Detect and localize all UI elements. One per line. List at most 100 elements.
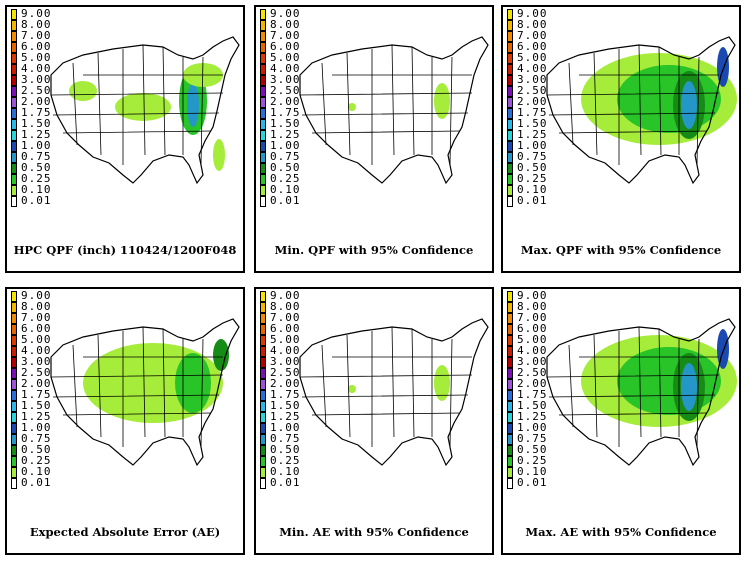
panel-expected-ae: 9.00 8.00 7.00 6.00 5.00 4.00 3.00 2.50 2.00 1.75… [5, 287, 245, 555]
legend-label: 1.25 [270, 410, 301, 423]
legend-item: 1.75 [9, 106, 79, 119]
panel-caption: Expected Absolute Error (AE) [29, 525, 221, 539]
legend-item: 9.00 [505, 7, 575, 20]
precip-region [434, 365, 450, 401]
legend-swatch [11, 478, 17, 489]
legend-item: 0.25 [9, 454, 79, 467]
legend-label: 0.10 [21, 183, 52, 196]
legend-swatch [11, 335, 17, 346]
legend-item: 0.10 [9, 465, 79, 478]
legend-label: 1.75 [270, 388, 301, 401]
legend-item: 1.00 [505, 421, 575, 434]
legend-swatch [260, 335, 266, 346]
legend-swatch [507, 174, 513, 185]
legend-item: 9.00 [258, 289, 328, 302]
legend-item: 1.00 [258, 421, 328, 434]
legend-label: 2.50 [517, 84, 548, 97]
legend-label: 5.00 [270, 51, 301, 64]
legend-item: 1.75 [505, 106, 575, 119]
legend-item: 2.00 [505, 95, 575, 108]
legend-label: 0.10 [517, 183, 548, 196]
legend-label: 0.01 [270, 194, 301, 207]
legend-item: 0.01 [505, 476, 575, 489]
legend-item: 5.00 [258, 333, 328, 346]
precip-region [175, 353, 211, 413]
legend-swatch [260, 64, 266, 75]
legend-swatch [507, 196, 513, 207]
legend-swatch [260, 108, 266, 119]
legend-swatch [260, 130, 266, 141]
country-outline [299, 318, 489, 467]
legend-item: 7.00 [258, 311, 328, 324]
legend-label: 1.50 [517, 117, 548, 130]
legend-label: 2.00 [270, 95, 301, 108]
legend-label: 6.00 [21, 40, 52, 53]
legend-swatch [11, 86, 17, 97]
legend-item: 2.50 [258, 84, 328, 97]
legend-label: 0.10 [270, 183, 301, 196]
legend-item: 7.00 [505, 29, 575, 42]
legend-label: 0.10 [270, 465, 301, 478]
legend-label: 0.75 [517, 432, 548, 445]
legend-item: 2.50 [258, 366, 328, 379]
legend-swatch [260, 390, 266, 401]
legend-swatch [507, 401, 513, 412]
legend-swatch [11, 456, 17, 467]
legend-swatch [11, 31, 17, 42]
legend-item: 2.00 [258, 95, 328, 108]
legend-item: 1.50 [258, 399, 328, 412]
legend-swatch [11, 324, 17, 335]
legend-swatch [507, 86, 513, 97]
legend-item: 1.25 [258, 410, 328, 423]
legend-label: 0.01 [517, 476, 548, 489]
legend-label: 8.00 [21, 300, 52, 313]
legend-swatch [11, 174, 17, 185]
legend-swatch [11, 196, 17, 207]
legend-swatch [11, 423, 17, 434]
legend-item: 1.75 [9, 388, 79, 401]
legend-swatch [507, 75, 513, 86]
panel-caption: Min. AE with 95% Confidence [279, 525, 469, 539]
legend-swatch [11, 185, 17, 196]
legend-swatch [260, 423, 266, 434]
legend-swatch [507, 456, 513, 467]
legend-item: 4.00 [505, 62, 575, 75]
legend-label: 1.50 [270, 399, 301, 412]
legend-swatch [11, 401, 17, 412]
legend-item: 6.00 [9, 40, 79, 53]
legend-item: 2.00 [258, 377, 328, 390]
legend-label: 6.00 [270, 40, 301, 53]
country-outline [546, 36, 736, 185]
legend-label: 6.00 [517, 322, 548, 335]
legend-item: 2.50 [9, 84, 79, 97]
legend-label: 2.50 [270, 84, 301, 97]
legend-label: 1.00 [517, 421, 548, 434]
legend-item: 9.00 [9, 7, 79, 20]
precip-region [681, 363, 697, 411]
precipitation-map [299, 318, 489, 467]
legend-swatch [260, 346, 266, 357]
legend-label: 4.00 [270, 62, 301, 75]
legend-item: 8.00 [505, 18, 575, 31]
panel-hpc-qpf: 9.00 8.00 7.00 6.00 5.00 4.00 3.00 2.50 2.00 1.75… [5, 5, 245, 273]
legend: 9.00 8.00 7.00 6.00 5.00 4.00 3.00 2.50 2.00 1.75… [258, 289, 328, 489]
legend-label: 0.75 [270, 150, 301, 163]
legend-label: 3.00 [21, 355, 52, 368]
legend-item: 5.00 [9, 333, 79, 346]
legend-swatch [507, 379, 513, 390]
legend-label: 7.00 [21, 29, 52, 42]
legend-swatch [260, 302, 266, 313]
precipitation-map [299, 36, 489, 185]
legend-item: 0.50 [9, 161, 79, 174]
legend-item: 3.00 [258, 355, 328, 368]
legend-label: 8.00 [270, 300, 301, 313]
legend-swatch [260, 357, 266, 368]
country-outline [50, 318, 240, 467]
legend-item: 0.50 [258, 443, 328, 456]
legend-swatch [507, 42, 513, 53]
legend-item: 0.75 [258, 432, 328, 445]
legend-swatch [260, 379, 266, 390]
precip-region [681, 81, 697, 129]
legend-label: 2.50 [21, 84, 52, 97]
precip-region [717, 329, 729, 369]
